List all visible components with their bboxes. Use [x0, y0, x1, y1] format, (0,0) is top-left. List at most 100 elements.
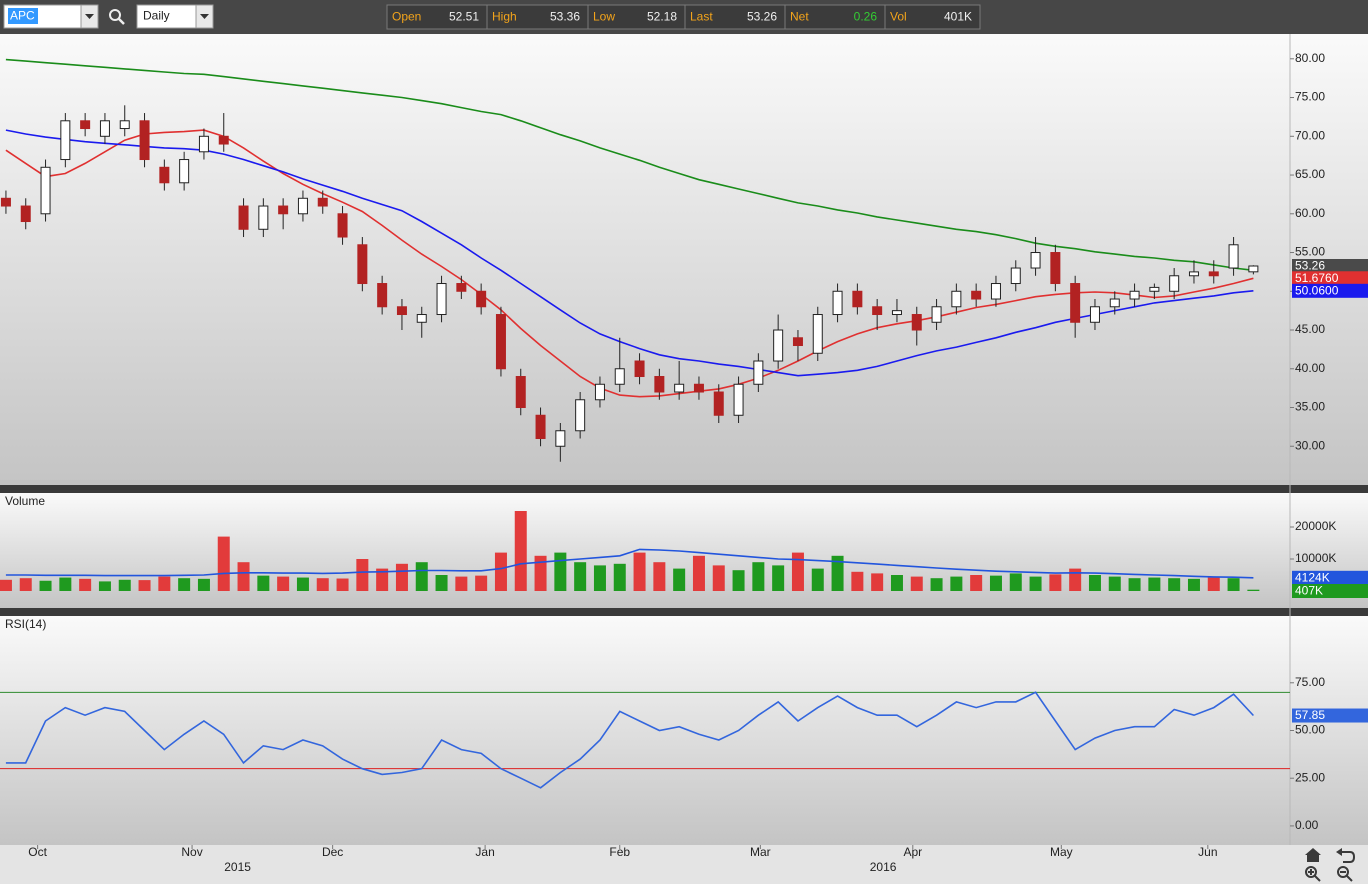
candle-body: [674, 383, 685, 393]
candle-body: [337, 213, 348, 238]
year-label: 2016: [870, 860, 897, 874]
search-icon[interactable]: [109, 9, 125, 25]
volume-bar: [712, 565, 725, 592]
volume-bar: [0, 579, 12, 592]
volume-bar: [19, 578, 32, 592]
candle-body: [911, 314, 922, 331]
quote-box: [386, 4, 981, 30]
undo-icon[interactable]: [1336, 848, 1356, 863]
x-tick-label: May: [1050, 845, 1073, 859]
candle-body: [1149, 286, 1160, 292]
symbol-highlight: [8, 8, 38, 24]
volume-bar: [1069, 568, 1082, 592]
y-tick-label: 80.00: [1295, 51, 1325, 65]
y-tick-label: 40.00: [1295, 361, 1325, 375]
quote-value: 53.36: [550, 10, 580, 24]
x-tick-label: Apr: [903, 845, 922, 859]
dropdown-arrow: [85, 14, 94, 19]
volume-bar: [59, 577, 72, 592]
candle-body: [1089, 306, 1100, 323]
value-tag: [1292, 283, 1368, 298]
volume-bar: [772, 565, 785, 592]
y-tick-label: 60.00: [1295, 206, 1325, 220]
value-tag-label: 53.26: [1295, 259, 1325, 273]
candle-body: [80, 120, 91, 130]
candle-body: [1169, 275, 1180, 292]
volume-bar: [1168, 578, 1181, 592]
zoom-out-icon[interactable]: [1337, 866, 1353, 882]
year-label: 2015: [224, 860, 251, 874]
zoom-in-icon[interactable]: [1305, 866, 1321, 882]
volume-bar: [1049, 574, 1062, 592]
candle-body: [1248, 265, 1259, 273]
value-tag-label: 4124K: [1295, 570, 1330, 584]
volume-bar: [1187, 578, 1200, 592]
y-tick-label: 35.00: [1295, 400, 1325, 414]
quote-label: Net: [790, 10, 809, 24]
volume-bar: [851, 571, 864, 592]
candle-body: [990, 283, 1001, 300]
price-panel: [0, 34, 1368, 485]
candle-body: [139, 120, 150, 161]
candle-body: [773, 329, 784, 362]
y-tick-label: 45.00: [1295, 322, 1325, 336]
y-tick-label: 30.00: [1295, 438, 1325, 452]
volume-bar: [217, 536, 230, 592]
candle-body: [357, 244, 368, 285]
volume-bar: [197, 578, 210, 592]
quote-value: 52.18: [647, 10, 677, 24]
volume-bar: [890, 575, 903, 592]
volume-bar: [534, 555, 547, 592]
volume-bar: [910, 576, 923, 592]
volume-bar: [395, 563, 408, 592]
candle-body: [198, 135, 209, 153]
volume-bar: [415, 562, 428, 592]
candle-body: [575, 399, 586, 432]
candle-body: [792, 337, 803, 347]
volume-bar: [1148, 577, 1161, 592]
volume-bar: [1207, 577, 1220, 592]
candle-body: [179, 159, 190, 184]
volume-bar: [593, 565, 606, 592]
moving-average: [5, 129, 1254, 377]
quote-value: 53.26: [747, 10, 777, 24]
volume-bar: [1128, 578, 1141, 592]
volume-bar: [673, 568, 686, 592]
candle-body: [951, 290, 962, 308]
candle-body: [852, 290, 863, 308]
dropdown-arrow: [200, 14, 209, 19]
volume-bar: [1009, 573, 1022, 592]
y-tick-label: 25.00: [1295, 770, 1325, 784]
candle-body: [812, 314, 823, 354]
y-tick-label: 70.00: [1295, 128, 1325, 142]
volume-bar: [1088, 575, 1101, 592]
volume-bar: [336, 578, 349, 592]
x-axis-band: [0, 845, 1368, 884]
value-tag-label: 57.85: [1295, 708, 1325, 722]
candle-body: [1208, 271, 1219, 277]
volume-bar: [831, 555, 844, 592]
volume-bar: [989, 575, 1002, 592]
volume-bar: [1029, 576, 1042, 592]
home-icon[interactable]: [1305, 848, 1321, 862]
quote-label: Vol: [890, 10, 907, 24]
volume-bar: [475, 575, 488, 592]
volume-bar: [692, 555, 705, 592]
y-tick-label: 65.00: [1295, 167, 1325, 181]
candle-body: [40, 166, 51, 215]
volume-bar: [1227, 578, 1240, 592]
volume-bar: [158, 576, 171, 592]
value-tag-label: 51.6760: [1295, 271, 1339, 285]
candle-body: [119, 120, 130, 130]
value-tag: [1292, 259, 1368, 274]
candle-body: [1050, 252, 1061, 285]
quote-cells: Open 52.51 High 53.36 Low 52.18 Last 53.26 Net 0.…: [392, 5, 972, 29]
candle-body: [891, 310, 902, 316]
symbol: APC: [10, 9, 35, 23]
value-tag: [1292, 708, 1368, 723]
volume-bar: [613, 563, 626, 592]
candle-body: [218, 135, 229, 145]
candle-body: [396, 306, 407, 316]
candle-body: [476, 290, 487, 308]
volume-bar: [950, 576, 963, 592]
